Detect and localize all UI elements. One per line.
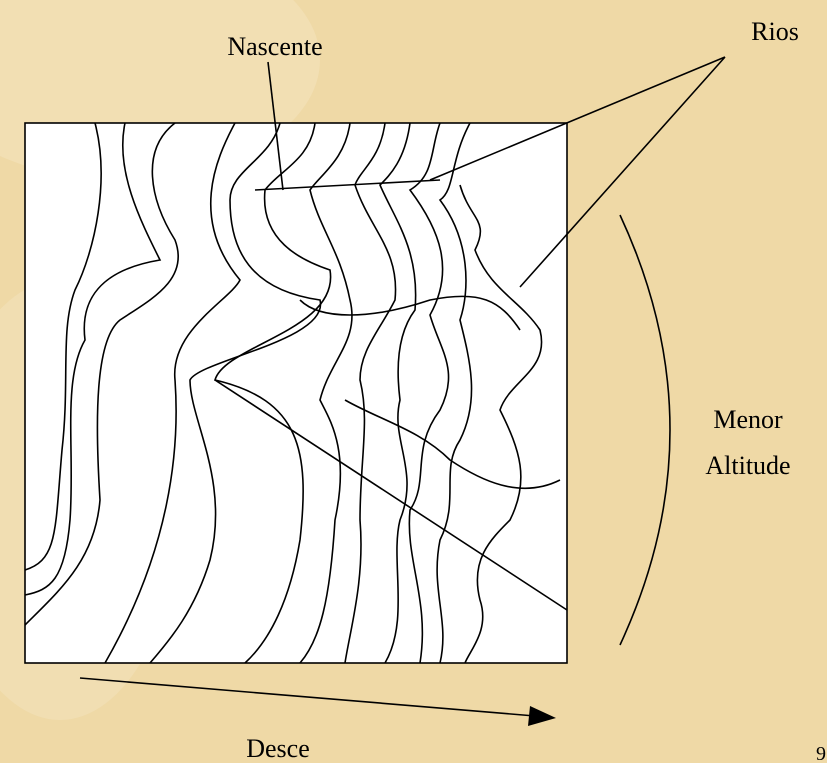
contour: [299, 295, 521, 331]
altitude-label: Altitude: [705, 451, 790, 480]
source-pointer: [267, 61, 284, 191]
contour: [459, 184, 543, 664]
ridge-line: [254, 179, 441, 191]
contour: [24, 122, 102, 571]
contour: [344, 399, 561, 489]
page-number: 9: [816, 743, 826, 763]
contour: [104, 122, 241, 664]
altitude-arc: [619, 214, 671, 646]
contour: [299, 122, 353, 664]
contour: [149, 122, 321, 664]
contour: [379, 122, 417, 664]
contour: [24, 122, 180, 626]
source-label: Nascente: [227, 32, 322, 61]
contour: [24, 122, 162, 596]
divide-line: [214, 379, 568, 611]
rivers-pointer: [429, 56, 726, 288]
descend-arrow: [79, 677, 536, 717]
arrow-head: [528, 706, 556, 726]
descends-label: Desce: [246, 734, 310, 763]
contour: [408, 122, 450, 664]
map-box: [24, 122, 568, 664]
rivers-label: Rios: [751, 17, 799, 46]
lower-label: Menor: [713, 405, 783, 434]
contour: [436, 122, 473, 664]
